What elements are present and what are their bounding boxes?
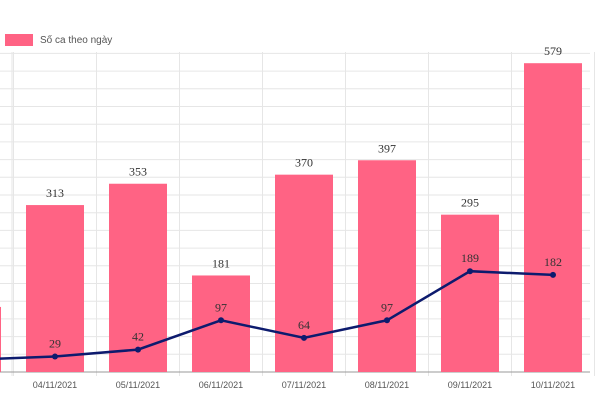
- line-value-label: 29: [49, 337, 61, 351]
- x-tick-label: 04/11/2021: [33, 380, 77, 390]
- line-value-label: 97: [215, 300, 227, 314]
- line-point: [301, 334, 307, 341]
- bar-value-label: 579: [544, 44, 562, 58]
- bar-value-label: 295: [461, 196, 479, 210]
- line-point: [218, 317, 224, 324]
- bar-value-label: 181: [212, 256, 230, 270]
- bar: [109, 183, 167, 372]
- x-tick-label: 10/11/2021: [531, 380, 575, 390]
- x-tick-label: 07/11/2021: [282, 380, 326, 390]
- bar: [441, 214, 499, 372]
- x-tick-label: 05/11/2021: [116, 380, 160, 390]
- x-tick-label: 06/11/2021: [199, 380, 243, 390]
- line-point: [52, 353, 58, 360]
- bar: [524, 63, 582, 372]
- x-tick-label: 08/11/2021: [365, 380, 409, 390]
- line-point: [135, 346, 141, 353]
- line-value-label: 42: [132, 330, 144, 344]
- bar-value-label: 313: [46, 186, 64, 200]
- line-value-label: 97: [381, 300, 393, 314]
- legend-swatch: [5, 34, 33, 46]
- line-point: [467, 268, 473, 275]
- bar-value-label: 370: [295, 156, 313, 170]
- x-tick-label: 09/11/2021: [448, 380, 492, 390]
- line-value-label: 189: [461, 251, 479, 265]
- bar: [275, 174, 333, 372]
- line: [0, 269, 554, 360]
- bar-value-label: 353: [129, 165, 147, 179]
- line-value-label: 182: [544, 255, 562, 269]
- bar: [0, 306, 1, 372]
- line-point: [384, 317, 390, 324]
- bar: [26, 205, 84, 372]
- bar-value-label: 397: [378, 141, 396, 155]
- legend-label: Số ca theo ngày: [40, 34, 112, 46]
- line-value-label: 64: [298, 318, 310, 332]
- line-point: [550, 271, 556, 278]
- bar: [358, 160, 416, 372]
